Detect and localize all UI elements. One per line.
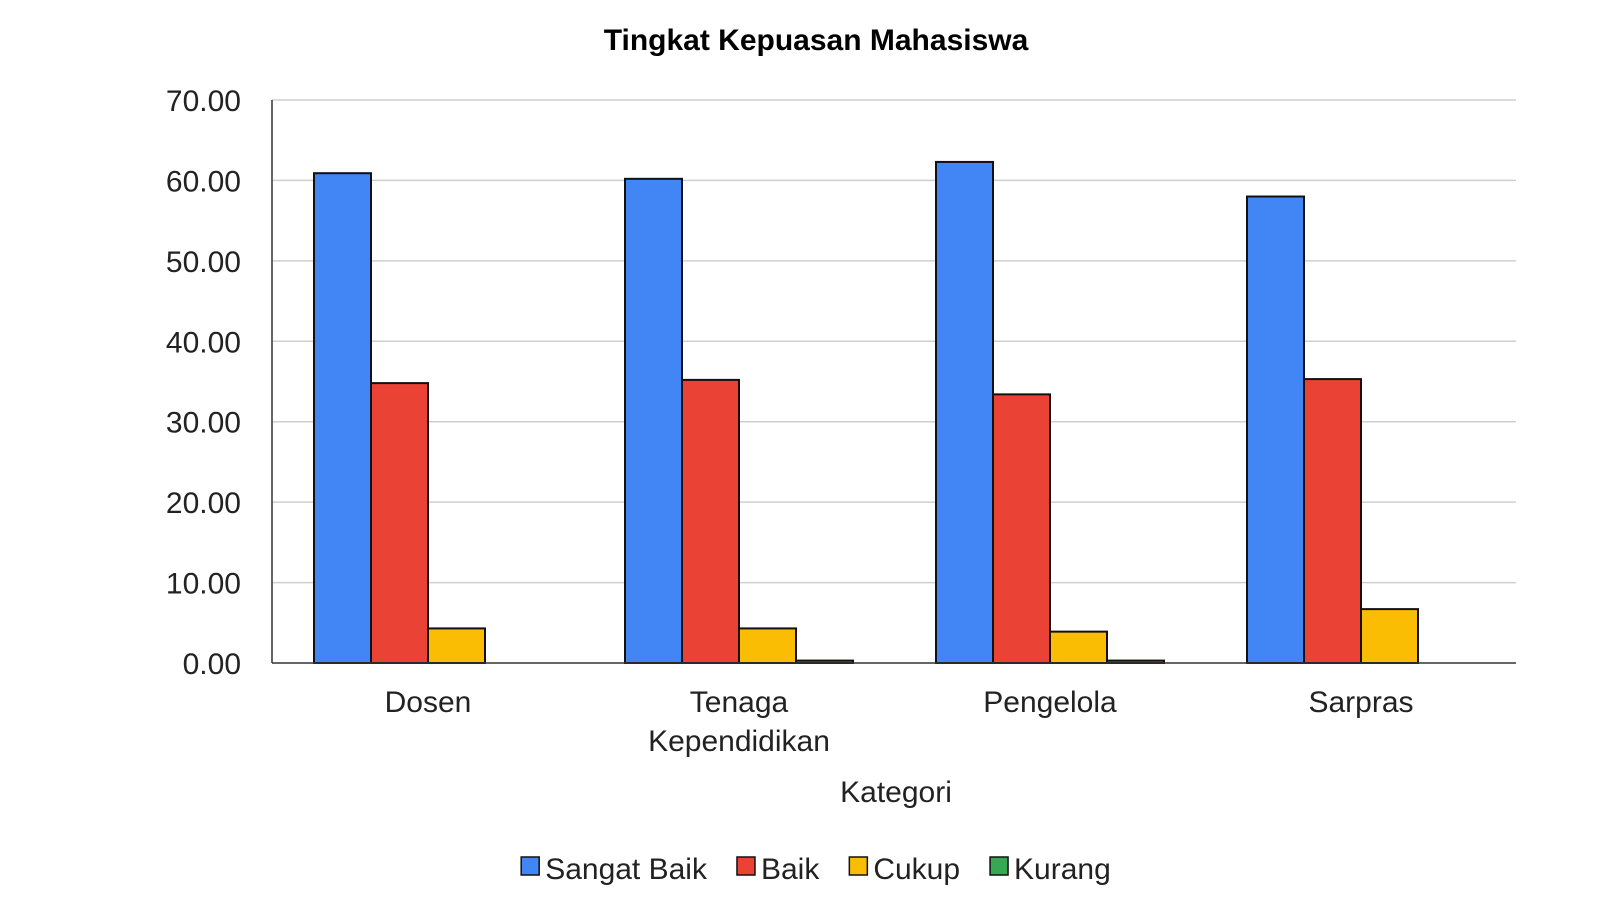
legend-label: Baik bbox=[761, 853, 820, 886]
bar-sangat-baik bbox=[624, 177, 683, 664]
x-category-label: Sarpras bbox=[1308, 686, 1413, 719]
y-tick-label: 20.00 bbox=[166, 487, 241, 520]
y-tick-label: 10.00 bbox=[166, 568, 241, 601]
bar-baik bbox=[370, 382, 429, 664]
bar-cukup bbox=[427, 627, 486, 664]
x-axis-categories: Dosen Tenaga Kependidikan Pengelola Sarpras bbox=[385, 686, 1414, 758]
bar-sangat-baik bbox=[935, 160, 994, 664]
bar-cukup bbox=[738, 627, 797, 664]
legend-swatch bbox=[848, 856, 869, 876]
y-tick-label: 70.00 bbox=[166, 85, 241, 118]
legend-item: Kurang bbox=[989, 853, 1111, 886]
x-category-label: Dosen bbox=[385, 686, 472, 719]
legend-swatch bbox=[520, 856, 540, 876]
legend-item: Sangat Baik bbox=[520, 853, 708, 886]
y-tick-label: 60.00 bbox=[166, 165, 241, 198]
gridlines bbox=[272, 99, 1516, 584]
bar-cukup bbox=[1360, 608, 1419, 664]
x-axis-title: Kategori bbox=[840, 776, 952, 809]
legend-label: Cukup bbox=[873, 853, 960, 886]
bar-baik bbox=[992, 393, 1051, 664]
y-tick-label: 40.00 bbox=[166, 326, 241, 359]
y-tick-label: 50.00 bbox=[166, 246, 241, 279]
bar-baik bbox=[1303, 378, 1362, 664]
y-tick-label: 30.00 bbox=[166, 407, 241, 440]
x-category-label: Pengelola bbox=[983, 686, 1117, 719]
bar-sangat-baik bbox=[313, 172, 372, 664]
chart-title: Tingkat Kepuasan Mahasiswa bbox=[604, 24, 1029, 57]
legend-label: Kurang bbox=[1014, 853, 1111, 886]
legend: Sangat Baik Baik Cukup Kurang bbox=[520, 853, 1111, 886]
bar-sangat-baik bbox=[1246, 195, 1305, 664]
bar-cukup bbox=[1049, 630, 1108, 665]
bar-baik bbox=[681, 378, 740, 664]
legend-item: Cukup bbox=[848, 853, 960, 886]
legend-swatch bbox=[736, 856, 756, 876]
y-tick-label: 0.00 bbox=[183, 648, 241, 681]
x-category-label: Kependidikan bbox=[648, 725, 830, 758]
bars bbox=[313, 160, 1419, 665]
legend-swatch bbox=[989, 856, 1009, 876]
y-axis-ticks: 0.00 10.00 20.00 30.00 40.00 50.00 60.00 70.00 bbox=[166, 85, 241, 681]
legend-label: Sangat Baik bbox=[545, 853, 708, 886]
legend-item: Baik bbox=[736, 853, 820, 886]
x-category-label: Tenaga bbox=[690, 686, 789, 719]
